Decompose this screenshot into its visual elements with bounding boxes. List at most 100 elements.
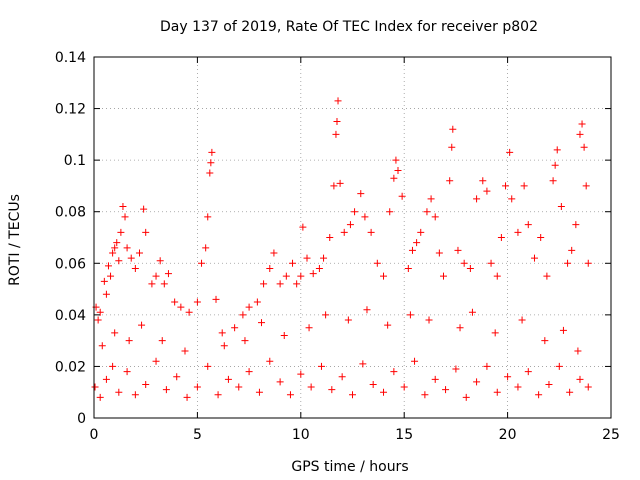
- y-tick-label: 0.1: [64, 153, 86, 169]
- data-point: [119, 203, 127, 211]
- data-point: [204, 362, 212, 370]
- data-point: [131, 391, 139, 399]
- data-point: [207, 159, 215, 167]
- data-point: [380, 388, 388, 396]
- data-point: [578, 120, 586, 128]
- data-point: [448, 143, 456, 151]
- data-point: [160, 280, 168, 288]
- data-point: [140, 205, 148, 213]
- data-point: [220, 342, 228, 350]
- data-point: [208, 148, 216, 156]
- data-point: [245, 368, 253, 376]
- data-point: [332, 130, 340, 138]
- data-point: [584, 259, 592, 267]
- data-point: [218, 329, 226, 337]
- data-point: [164, 270, 172, 278]
- scatter-series: [91, 97, 592, 401]
- data-point: [555, 362, 563, 370]
- data-point: [293, 280, 301, 288]
- data-point: [152, 357, 160, 365]
- data-point: [241, 337, 249, 345]
- data-point: [102, 290, 110, 298]
- data-point: [181, 347, 189, 355]
- data-point: [96, 393, 104, 401]
- data-point: [549, 177, 557, 185]
- data-point: [551, 161, 559, 169]
- data-point: [483, 187, 491, 195]
- data-point: [109, 249, 117, 257]
- data-point: [125, 337, 133, 345]
- data-point: [508, 195, 516, 203]
- data-point: [193, 383, 201, 391]
- data-point: [404, 264, 412, 272]
- data-point: [545, 380, 553, 388]
- data-point: [541, 337, 549, 345]
- data-point: [148, 280, 156, 288]
- x-tick-label: 15: [395, 427, 413, 443]
- data-point: [280, 331, 288, 339]
- data-point: [297, 272, 305, 280]
- data-point: [584, 383, 592, 391]
- data-point: [446, 177, 454, 185]
- data-point: [390, 174, 398, 182]
- data-point: [408, 246, 416, 254]
- data-point: [491, 329, 499, 337]
- x-tick-label: 20: [499, 427, 517, 443]
- data-point: [245, 303, 253, 311]
- data-point: [421, 391, 429, 399]
- data-point: [349, 391, 356, 399]
- data-point: [138, 321, 146, 329]
- data-point: [406, 311, 414, 319]
- data-point: [543, 272, 551, 280]
- data-point: [305, 324, 313, 332]
- data-point: [572, 221, 580, 229]
- data-point: [258, 319, 266, 327]
- data-point: [204, 213, 212, 221]
- data-point: [524, 368, 532, 376]
- data-point: [506, 148, 514, 156]
- data-point: [320, 254, 328, 262]
- data-point: [224, 375, 232, 383]
- data-point: [297, 370, 305, 378]
- data-point: [104, 262, 112, 270]
- data-point: [431, 213, 439, 221]
- data-point: [317, 362, 325, 370]
- data-point: [568, 246, 576, 254]
- data-point: [454, 246, 462, 254]
- data-point: [202, 244, 210, 252]
- data-point: [109, 362, 117, 370]
- data-point: [111, 244, 119, 252]
- data-point: [315, 264, 323, 272]
- data-point: [127, 254, 135, 262]
- data-point: [260, 280, 268, 288]
- data-point: [367, 228, 375, 236]
- data-point: [462, 393, 470, 401]
- data-point: [96, 308, 104, 316]
- data-point: [514, 228, 522, 236]
- data-point: [359, 360, 367, 368]
- data-point: [162, 386, 170, 394]
- plot-frame: [93, 56, 612, 419]
- data-point: [91, 383, 99, 391]
- data-point: [423, 208, 431, 216]
- data-point: [344, 316, 352, 324]
- data-point: [98, 342, 106, 350]
- chart-title: Day 137 of 2019, Rate Of TEC Index for r…: [160, 19, 538, 35]
- data-point: [309, 270, 317, 278]
- data-point: [580, 143, 588, 151]
- data-point: [346, 221, 354, 229]
- data-point: [113, 239, 121, 247]
- data-point: [94, 316, 102, 324]
- data-point: [524, 221, 532, 229]
- data-point: [425, 316, 433, 324]
- data-point: [466, 264, 474, 272]
- data-point: [330, 182, 338, 190]
- data-point: [449, 125, 457, 133]
- data-point: [171, 298, 179, 306]
- data-point: [266, 264, 274, 272]
- data-point: [117, 228, 125, 236]
- data-point: [392, 156, 400, 164]
- data-point: [131, 264, 139, 272]
- data-point: [336, 179, 344, 187]
